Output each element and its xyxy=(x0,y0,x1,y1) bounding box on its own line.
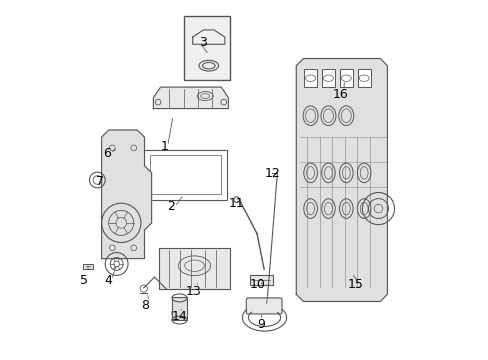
Bar xyxy=(357,69,370,87)
Text: 15: 15 xyxy=(347,278,363,291)
Bar xyxy=(183,16,230,80)
Bar xyxy=(304,69,316,87)
Bar xyxy=(249,275,272,285)
Bar xyxy=(83,264,93,269)
Polygon shape xyxy=(153,87,228,109)
Text: 16: 16 xyxy=(332,89,347,102)
Text: 11: 11 xyxy=(228,197,244,210)
Text: 10: 10 xyxy=(250,278,265,291)
Text: 6: 6 xyxy=(103,147,111,160)
Text: 12: 12 xyxy=(264,167,280,180)
Text: 4: 4 xyxy=(104,274,112,287)
Text: 8: 8 xyxy=(141,299,149,312)
Bar xyxy=(144,150,226,200)
Text: 1: 1 xyxy=(160,140,168,153)
Text: 14: 14 xyxy=(171,310,187,323)
Bar xyxy=(322,69,334,87)
Text: 2: 2 xyxy=(167,200,175,213)
Bar xyxy=(172,297,187,320)
Polygon shape xyxy=(102,130,151,258)
Text: 7: 7 xyxy=(96,175,103,188)
Polygon shape xyxy=(296,59,386,301)
Text: 5: 5 xyxy=(81,274,88,287)
Text: 3: 3 xyxy=(199,36,207,49)
Text: 9: 9 xyxy=(257,318,265,331)
Bar xyxy=(159,248,230,289)
Bar xyxy=(339,69,352,87)
Text: 13: 13 xyxy=(185,285,201,298)
FancyBboxPatch shape xyxy=(246,298,282,314)
Bar xyxy=(149,155,221,194)
